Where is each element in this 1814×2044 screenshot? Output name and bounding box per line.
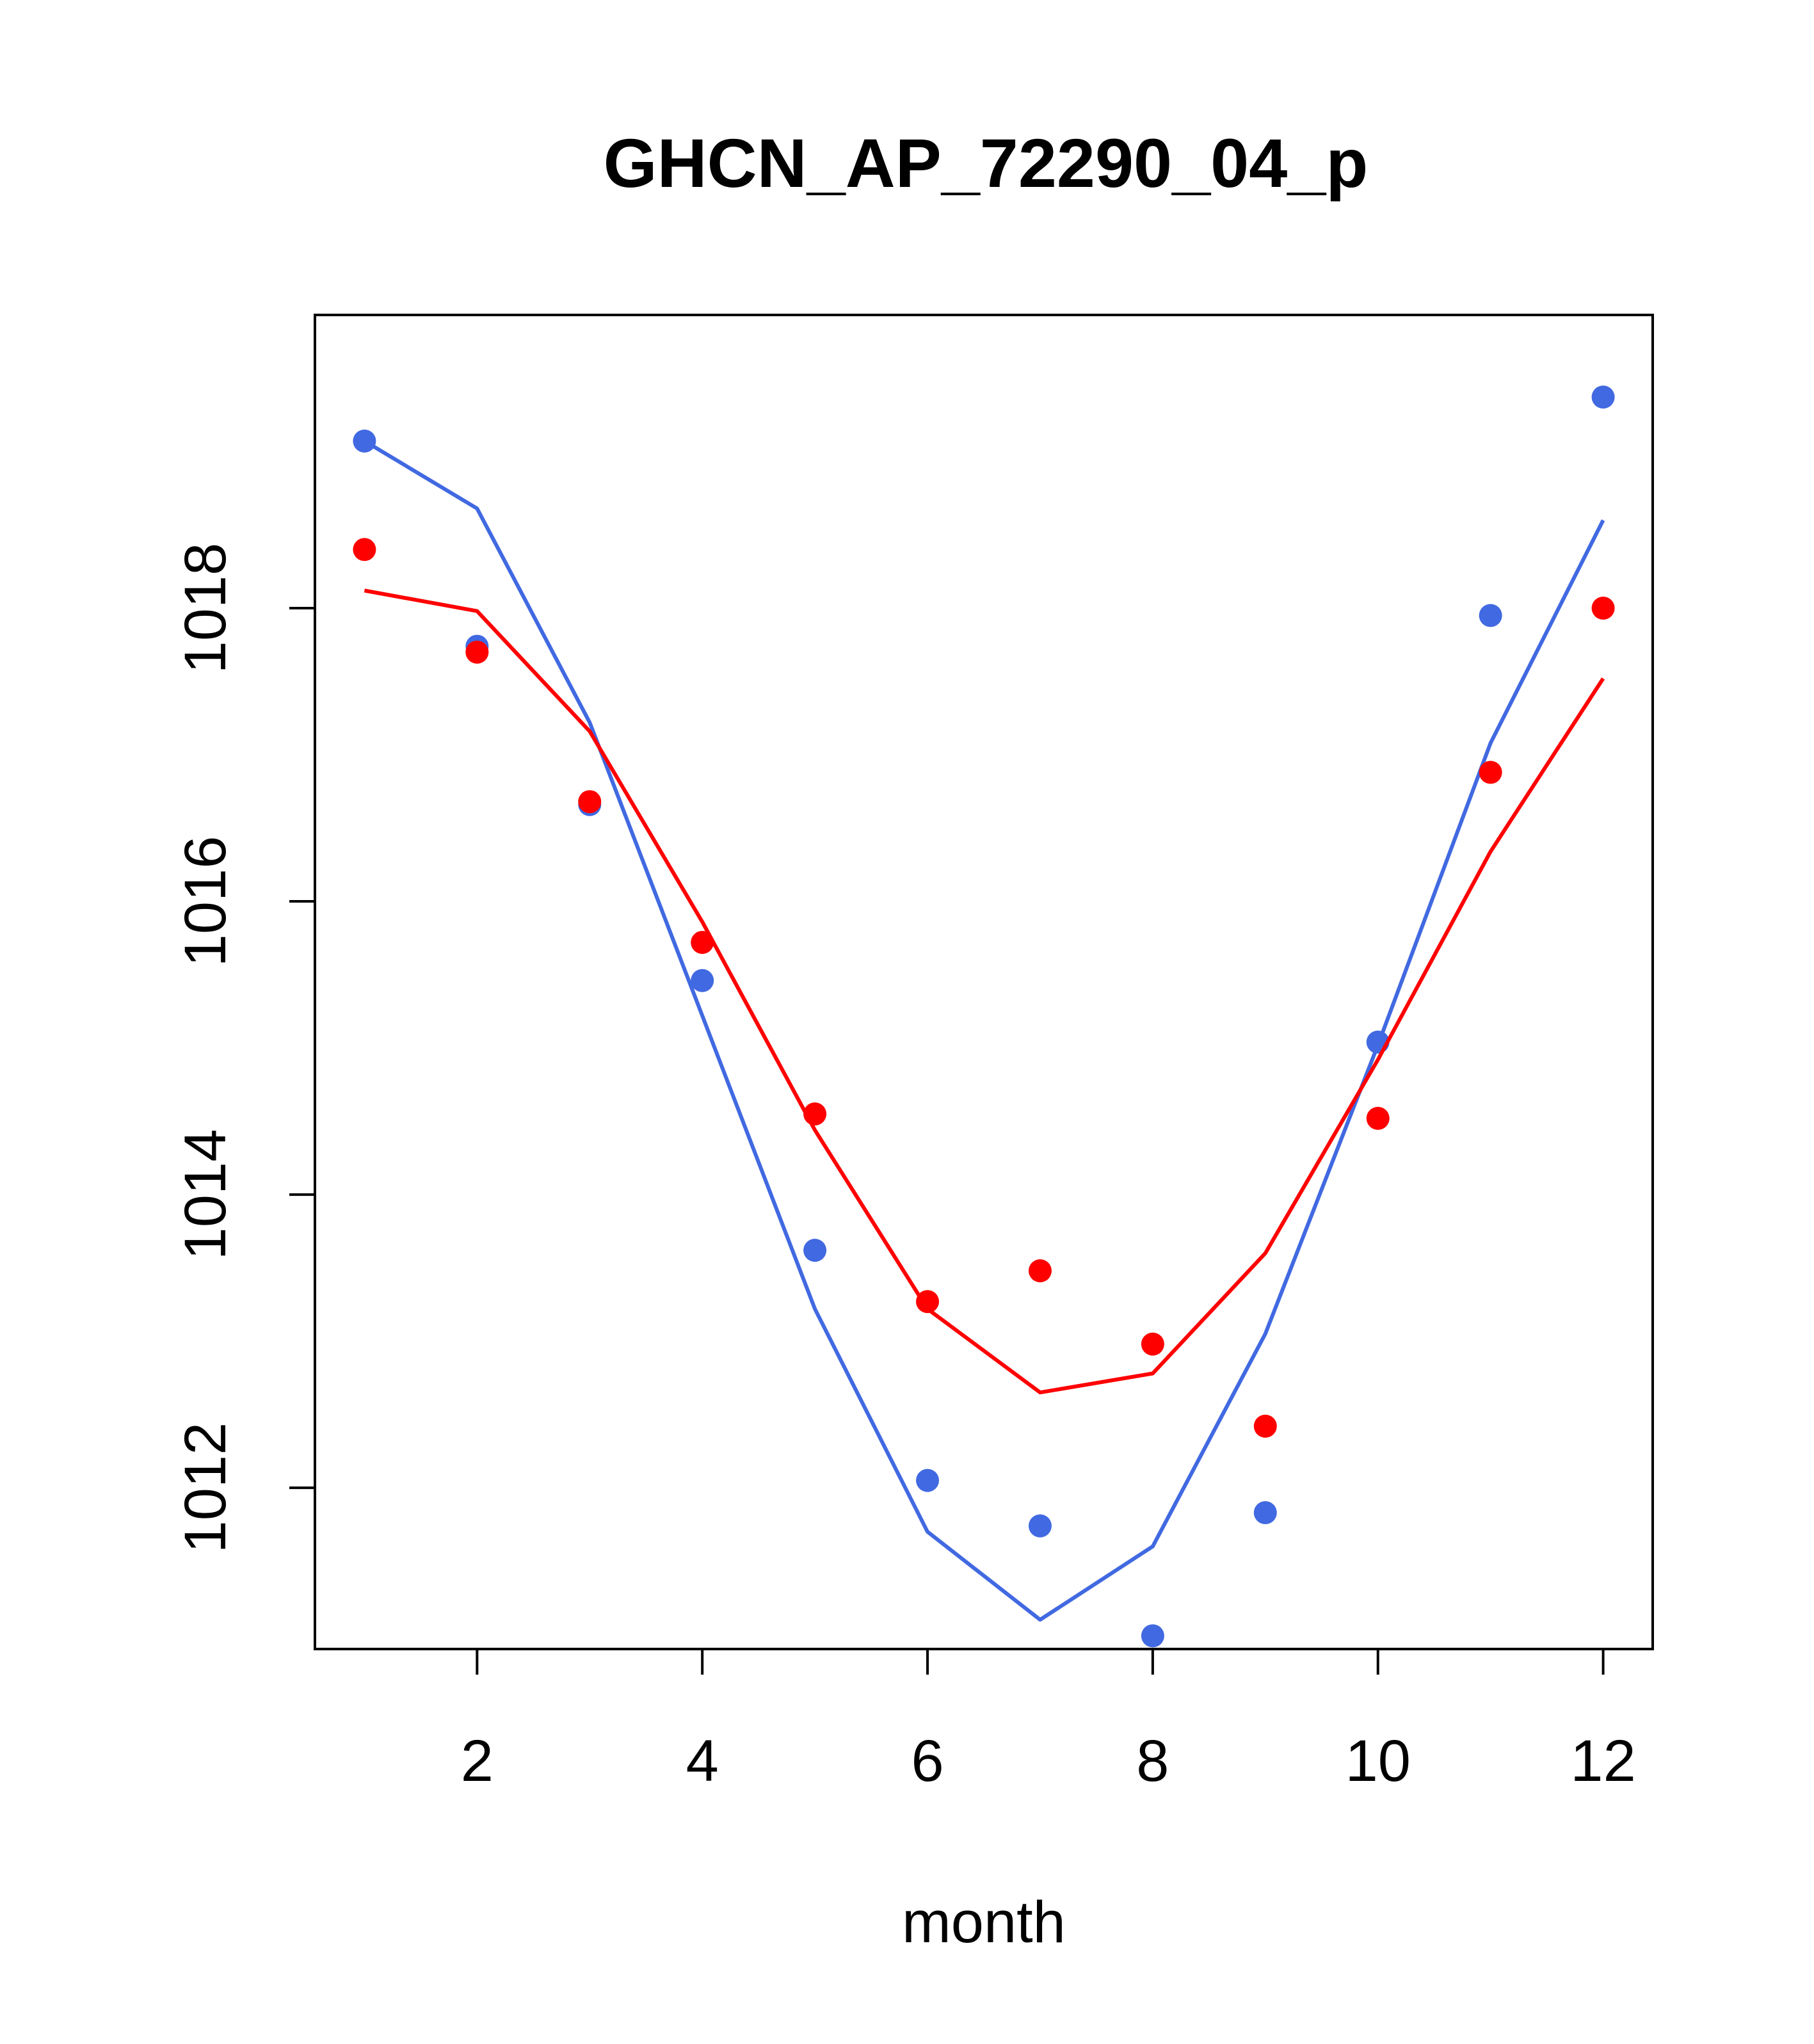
series-2-point — [1253, 1414, 1277, 1438]
x-tick-label: 4 — [686, 1728, 719, 1794]
series-1-point — [353, 429, 376, 453]
series-2-point — [1141, 1332, 1164, 1356]
y-tick-label: 1012 — [173, 1422, 238, 1554]
series-2-point — [578, 790, 602, 814]
y-tick-label: 1018 — [173, 543, 238, 674]
series-layer — [353, 385, 1615, 1648]
series-2-point — [465, 640, 489, 664]
series-2-line — [364, 588, 1605, 1395]
x-tick-label: 2 — [461, 1728, 494, 1794]
series-2-point — [1028, 1259, 1052, 1283]
series-2-point — [1591, 597, 1615, 620]
series-1-point — [916, 1469, 940, 1492]
y-tick-label: 1016 — [173, 836, 238, 967]
x-axis: 2 4 6 8 10 12 — [461, 1648, 1636, 1794]
x-tick-label: 10 — [1345, 1728, 1411, 1794]
x-tick-label: 6 — [911, 1728, 943, 1794]
series-2-point — [353, 538, 376, 561]
x-tick-label: 8 — [1136, 1728, 1169, 1794]
x-axis-label: month — [902, 1890, 1066, 1955]
chart-title: GHCN_AP_72290_04_p — [604, 124, 1369, 202]
series-1-point — [1253, 1501, 1277, 1525]
series-1-point — [1028, 1514, 1052, 1538]
series-2-point — [803, 1102, 827, 1126]
plot-frame — [314, 314, 1654, 1650]
series-1-point — [1141, 1624, 1164, 1648]
series-1-point — [691, 969, 714, 992]
y-tick-label: 1014 — [173, 1129, 238, 1260]
series-2-point — [1479, 760, 1502, 784]
y-axis: 1012 1014 1016 1018 — [173, 543, 316, 1554]
series-2-point — [916, 1290, 940, 1314]
series-1-point — [1479, 604, 1502, 627]
series-1-point — [803, 1239, 827, 1262]
series-2-point — [691, 931, 714, 954]
x-tick-label: 12 — [1570, 1728, 1635, 1794]
series-1-line — [363, 439, 1605, 1622]
series-2-point — [1366, 1106, 1390, 1130]
series-1-point — [1591, 385, 1615, 409]
